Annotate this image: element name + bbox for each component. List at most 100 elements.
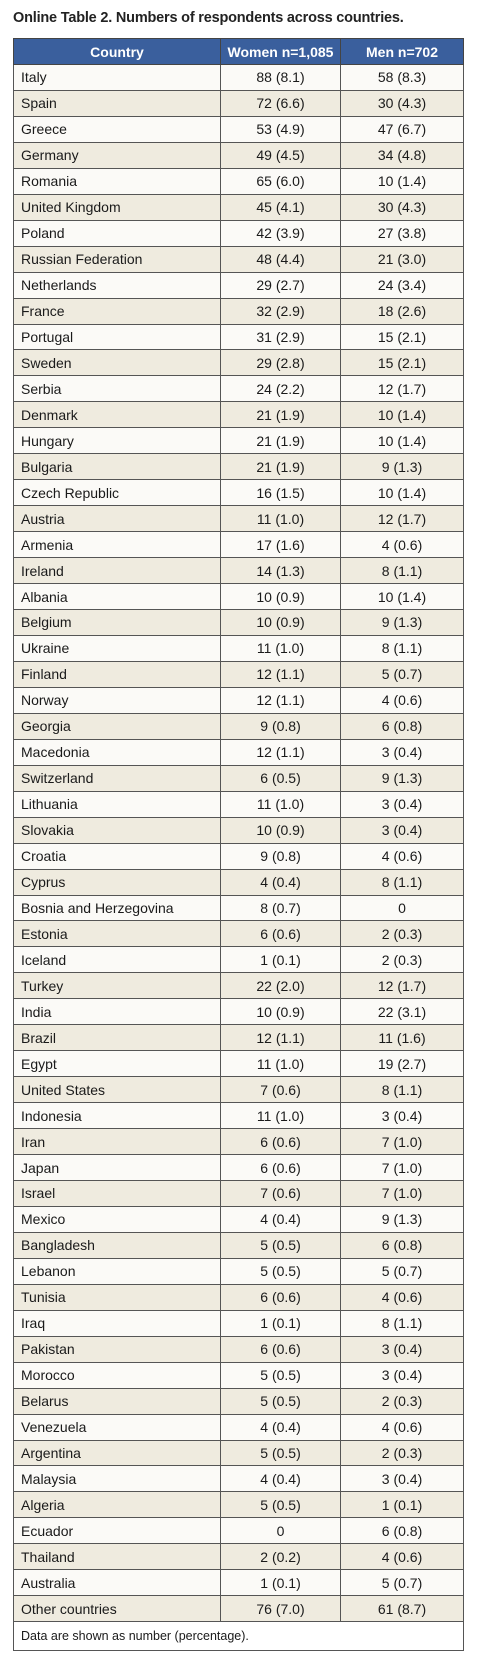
women-cell: 4 (0.4): [220, 1413, 341, 1441]
men-cell: 2 (0.3): [340, 920, 464, 948]
men-cell: 2 (0.3): [340, 1387, 464, 1415]
country-cell: Cyprus: [13, 868, 221, 896]
men-cell: 10 (1.4): [340, 167, 464, 195]
women-cell: 11 (1.0): [220, 790, 341, 818]
men-cell: 34 (4.8): [340, 141, 464, 169]
country-cell: Bulgaria: [13, 453, 221, 481]
men-cell: 3 (0.4): [340, 790, 464, 818]
country-cell: Estonia: [13, 920, 221, 948]
table-row: Romania 65 (6.0) 10 (1.4): [13, 167, 464, 195]
women-cell: 49 (4.5): [220, 141, 341, 169]
table-row: Switzerland 6 (0.5) 9 (1.3): [13, 764, 464, 792]
table-row: Slovakia 10 (0.9) 3 (0.4): [13, 816, 464, 844]
men-cell: 4 (0.6): [340, 686, 464, 714]
women-cell: 1 (0.1): [220, 1309, 341, 1337]
country-cell: Pakistan: [13, 1335, 221, 1363]
table-row: Lebanon 5 (0.5) 5 (0.7): [13, 1257, 464, 1285]
men-cell: 7 (1.0): [340, 1128, 464, 1156]
country-cell: Denmark: [13, 401, 221, 429]
table-row: Pakistan 6 (0.6) 3 (0.4): [13, 1335, 464, 1363]
women-cell: 6 (0.6): [220, 1335, 341, 1363]
table-row: United Kingdom 45 (4.1) 30 (4.3): [13, 193, 464, 221]
table-row: Argentina 5 (0.5) 2 (0.3): [13, 1439, 464, 1467]
header-men: Men n=702: [340, 38, 464, 65]
country-cell: Portugal: [13, 323, 221, 351]
country-cell: Lithuania: [13, 790, 221, 818]
country-cell: Iceland: [13, 946, 221, 974]
women-cell: 6 (0.5): [220, 764, 341, 792]
men-cell: 10 (1.4): [340, 583, 464, 611]
men-cell: 21 (3.0): [340, 245, 464, 273]
women-cell: 6 (0.6): [220, 1154, 341, 1181]
women-cell: 72 (6.6): [220, 89, 341, 117]
country-cell: Bangladesh: [13, 1231, 221, 1259]
footnote: Data are shown as number (percentage).: [13, 1621, 464, 1652]
table-row: Italy 88 (8.1) 58 (8.3): [13, 64, 464, 91]
table-row: Ireland 14 (1.3) 8 (1.1): [13, 557, 464, 585]
men-cell: 9 (1.3): [340, 1205, 464, 1233]
table-row: Algeria 5 (0.5) 1 (0.1): [13, 1491, 464, 1519]
men-cell: 8 (1.1): [340, 634, 464, 662]
country-cell: Croatia: [13, 842, 221, 870]
men-cell: 9 (1.3): [340, 609, 464, 636]
men-cell: 0: [340, 894, 464, 922]
women-cell: 21 (1.9): [220, 427, 341, 455]
table-row: Spain 72 (6.6) 30 (4.3): [13, 89, 464, 117]
country-cell: Iraq: [13, 1309, 221, 1337]
women-cell: 10 (0.9): [220, 583, 341, 611]
women-cell: 42 (3.9): [220, 219, 341, 247]
country-cell: Czech Republic: [13, 479, 221, 507]
women-cell: 8 (0.7): [220, 894, 341, 922]
country-cell: Germany: [13, 141, 221, 169]
country-cell: Brazil: [13, 1024, 221, 1052]
country-cell: Romania: [13, 167, 221, 195]
table-row: Egypt 11 (1.0) 19 (2.7): [13, 1050, 464, 1078]
women-cell: 10 (0.9): [220, 816, 341, 844]
men-cell: 3 (0.4): [340, 1335, 464, 1363]
country-cell: Mexico: [13, 1205, 221, 1233]
men-cell: 4 (0.6): [340, 1283, 464, 1311]
men-cell: 5 (0.7): [340, 660, 464, 688]
country-cell: Hungary: [13, 427, 221, 455]
women-cell: 21 (1.9): [220, 401, 341, 429]
men-cell: 5 (0.7): [340, 1257, 464, 1285]
women-cell: 6 (0.6): [220, 920, 341, 948]
table-row: Albania 10 (0.9) 10 (1.4): [13, 583, 464, 611]
table-row: Other countries 76 (7.0) 61 (8.7): [13, 1595, 464, 1623]
country-cell: Slovakia: [13, 816, 221, 844]
women-cell: 7 (0.6): [220, 1076, 341, 1104]
table-row: Lithuania 11 (1.0) 3 (0.4): [13, 790, 464, 818]
table-row: Austria 11 (1.0) 12 (1.7): [13, 505, 464, 533]
men-cell: 8 (1.1): [340, 557, 464, 585]
table-row: Poland 42 (3.9) 27 (3.8): [13, 219, 464, 247]
men-cell: 2 (0.3): [340, 1439, 464, 1467]
men-cell: 10 (1.4): [340, 427, 464, 455]
women-cell: 5 (0.5): [220, 1387, 341, 1415]
women-cell: 32 (2.9): [220, 297, 341, 325]
men-cell: 7 (1.0): [340, 1179, 464, 1207]
table-row: Venezuela 4 (0.4) 4 (0.6): [13, 1413, 464, 1441]
men-cell: 7 (1.0): [340, 1154, 464, 1181]
women-cell: 24 (2.2): [220, 375, 341, 403]
men-cell: 12 (1.7): [340, 972, 464, 1000]
table-row: India 10 (0.9) 22 (3.1): [13, 998, 464, 1026]
men-cell: 9 (1.3): [340, 764, 464, 792]
country-cell: Norway: [13, 686, 221, 714]
country-cell: Venezuela: [13, 1413, 221, 1441]
table-row: Sweden 29 (2.8) 15 (2.1): [13, 349, 464, 377]
country-cell: Morocco: [13, 1361, 221, 1389]
women-cell: 29 (2.8): [220, 349, 341, 377]
men-cell: 12 (1.7): [340, 505, 464, 533]
men-cell: 6 (0.8): [340, 712, 464, 740]
women-cell: 0: [220, 1517, 341, 1545]
women-cell: 10 (0.9): [220, 998, 341, 1026]
table-row: Belgium 10 (0.9) 9 (1.3): [13, 609, 464, 636]
table-row: Indonesia 11 (1.0) 3 (0.4): [13, 1102, 464, 1130]
men-cell: 8 (1.1): [340, 1309, 464, 1337]
country-cell: Ecuador: [13, 1517, 221, 1545]
women-cell: 4 (0.4): [220, 1465, 341, 1493]
country-cell: Ukraine: [13, 634, 221, 662]
country-cell: Italy: [13, 64, 221, 91]
country-cell: Spain: [13, 89, 221, 117]
women-cell: 1 (0.1): [220, 1569, 341, 1597]
